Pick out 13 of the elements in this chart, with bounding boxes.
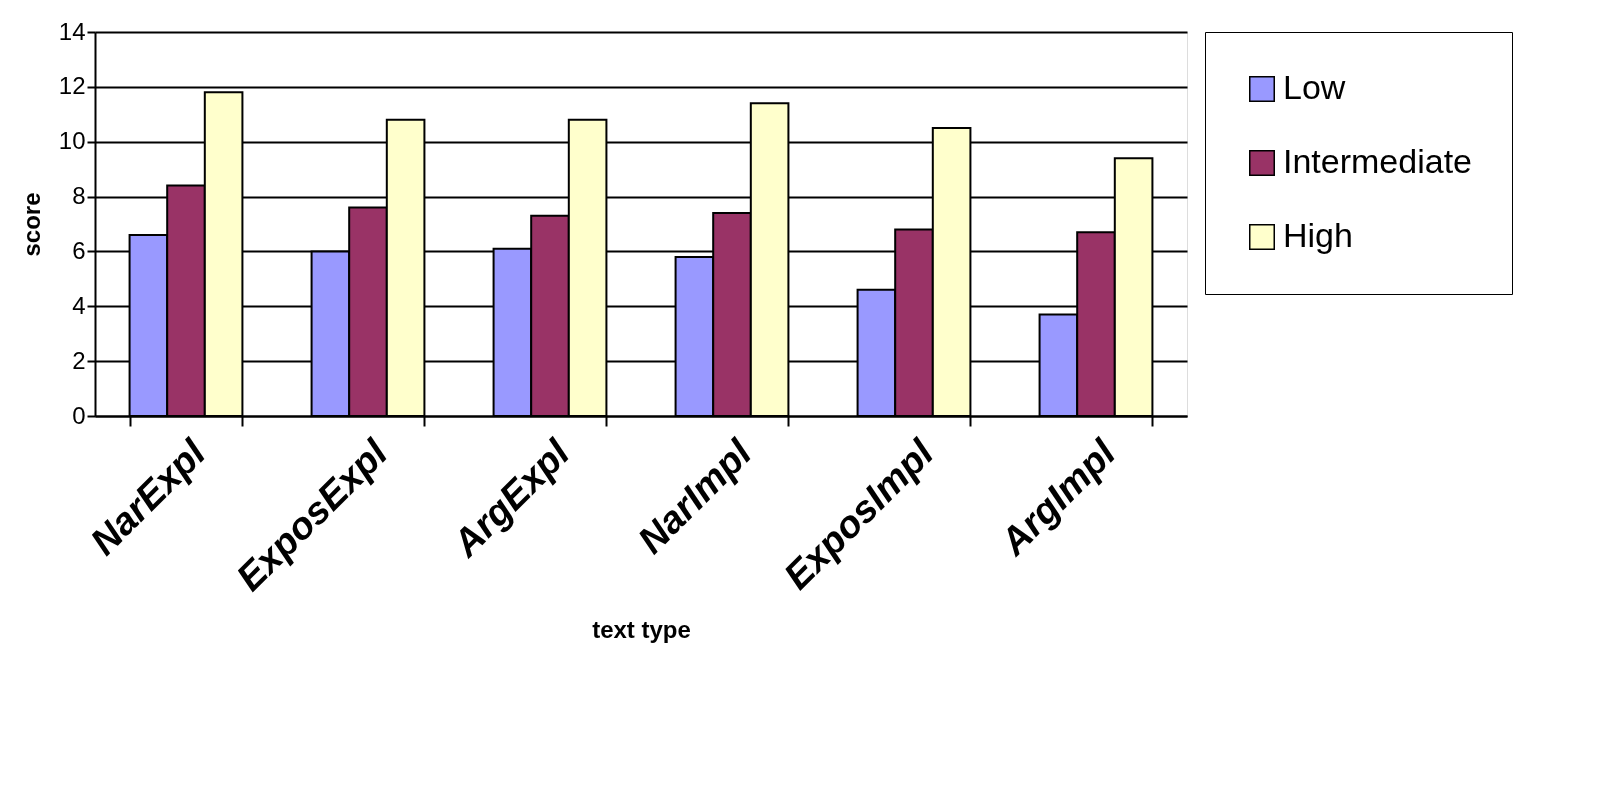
x-axis-title: text type: [592, 615, 691, 643]
y-tick-label: 14: [58, 17, 86, 45]
y-tick-label: 2: [72, 346, 86, 374]
y-tick-label: 12: [58, 72, 86, 100]
legend-label: High: [1283, 216, 1353, 254]
legend-label: Low: [1283, 68, 1346, 106]
y-tick-label: 0: [72, 401, 86, 429]
y-tick-label: 10: [58, 127, 86, 155]
y-tick-label: 4: [72, 291, 86, 319]
y-axis-title: score: [17, 192, 45, 257]
y-tick-label: 8: [72, 182, 86, 210]
y-tick-label: 6: [72, 236, 86, 264]
legend-label: Intermediate: [1283, 142, 1472, 180]
